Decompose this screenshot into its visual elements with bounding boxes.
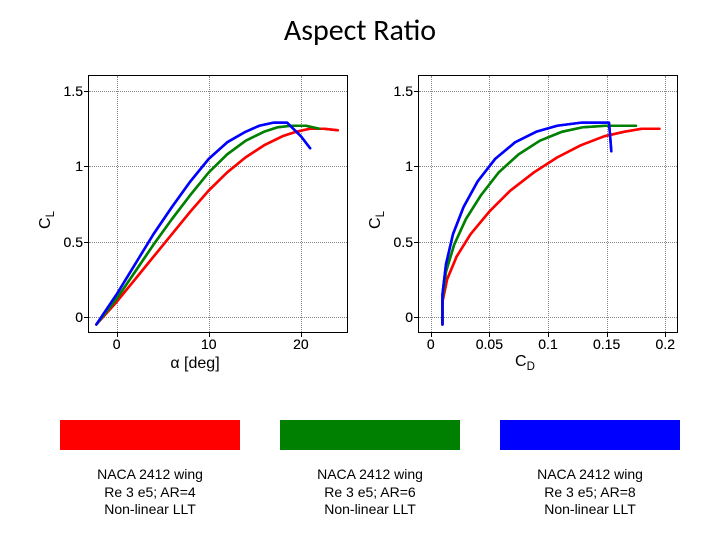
right-plot-area: 00.050.10.150.200.511.500.050.10.150.200… bbox=[418, 75, 678, 333]
ytick-label: 0.5 bbox=[64, 234, 89, 250]
legend-captions: NACA 2412 wingRe 3 e5; AR=4Non-linear LL… bbox=[60, 466, 680, 519]
legend-caption-1: NACA 2412 wingRe 3 e5; AR=6Non-linear LL… bbox=[280, 466, 460, 519]
xtick-label: 0.1 bbox=[538, 332, 557, 352]
series-AR=4 bbox=[442, 129, 659, 325]
caption-line: Non-linear LLT bbox=[60, 501, 240, 519]
caption-line: Re 3 e5; AR=4 bbox=[60, 484, 240, 502]
xtick-label: 0.05 bbox=[476, 332, 503, 352]
legend-caption-0: NACA 2412 wingRe 3 e5; AR=4Non-linear LL… bbox=[60, 466, 240, 519]
right-ylabel: CL bbox=[367, 211, 387, 229]
xtick-label: 10 bbox=[201, 332, 217, 352]
xtick-label: 0 bbox=[427, 332, 435, 352]
legend-swatch-blue bbox=[500, 420, 680, 450]
legend-caption-2: NACA 2412 wingRe 3 e5; AR=8Non-linear LL… bbox=[500, 466, 680, 519]
ytick-label: 1 bbox=[75, 158, 89, 174]
right-chart: CL 00.050.10.150.200.511.500.050.10.150.… bbox=[360, 65, 690, 375]
ytick-label: 0.5 bbox=[394, 234, 419, 250]
caption-line: Non-linear LLT bbox=[500, 501, 680, 519]
series-AR=6 bbox=[442, 126, 636, 325]
xtick-label: 0.2 bbox=[656, 332, 675, 352]
caption-line: Non-linear LLT bbox=[280, 501, 460, 519]
ytick-label: 1.5 bbox=[64, 83, 89, 99]
ytick-label: 1.5 bbox=[394, 83, 419, 99]
series-AR=8 bbox=[442, 123, 611, 325]
ytick-label: 0 bbox=[405, 309, 419, 325]
legend-swatch-green bbox=[280, 420, 460, 450]
page-title: Aspect Ratio bbox=[0, 12, 720, 49]
caption-line: NACA 2412 wing bbox=[500, 466, 680, 484]
legend-swatches bbox=[60, 420, 680, 450]
left-xlabel: α [deg] bbox=[170, 355, 219, 373]
left-chart: CL 0102000.511.50102000.511.5 α [deg] bbox=[30, 65, 360, 375]
xtick-label: 0.15 bbox=[593, 332, 620, 352]
curves-svg bbox=[89, 76, 347, 332]
series-AR=6 bbox=[96, 126, 319, 325]
caption-line: NACA 2412 wing bbox=[60, 466, 240, 484]
series-AR=8 bbox=[96, 123, 310, 325]
right-xlabel: CD bbox=[515, 353, 535, 373]
charts-container: CL 0102000.511.50102000.511.5 α [deg] CL… bbox=[30, 65, 690, 375]
caption-line: Re 3 e5; AR=6 bbox=[280, 484, 460, 502]
caption-line: NACA 2412 wing bbox=[280, 466, 460, 484]
xtick-label: 0 bbox=[113, 332, 121, 352]
ytick-label: 0 bbox=[75, 309, 89, 325]
caption-line: Re 3 e5; AR=8 bbox=[500, 484, 680, 502]
left-ylabel: CL bbox=[37, 211, 57, 229]
xtick-label: 20 bbox=[293, 332, 309, 352]
series-AR=4 bbox=[96, 129, 337, 325]
curves-svg bbox=[419, 76, 677, 332]
ytick-label: 1 bbox=[405, 158, 419, 174]
legend-swatch-red bbox=[60, 420, 240, 450]
left-plot-area: 0102000.511.50102000.511.5 bbox=[88, 75, 348, 333]
